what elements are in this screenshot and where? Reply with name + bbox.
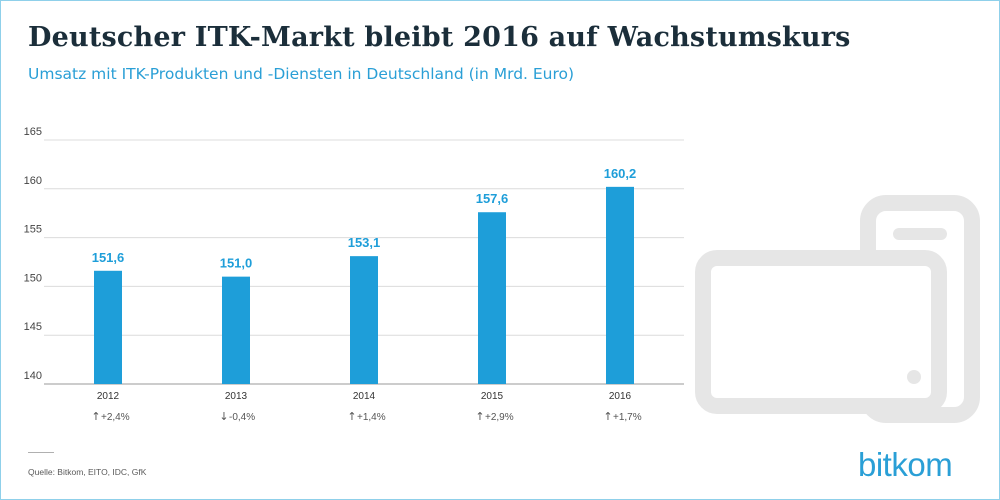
y-tick-label: 140 (24, 370, 42, 382)
growth-label: +1,4% (357, 412, 386, 423)
y-tick-label: 150 (24, 272, 42, 284)
growth-label: -0,4% (229, 412, 255, 423)
bar-value-label: 160,2 (604, 166, 637, 181)
bar-2015 (478, 212, 506, 384)
device-illustration-icon (695, 195, 980, 423)
growth-label: +1,7% (613, 412, 642, 423)
phone-speaker-icon (893, 228, 947, 240)
source-divider (28, 452, 54, 453)
arrow-up-icon: ↑ (91, 410, 100, 423)
y-tick-label: 160 (24, 175, 42, 187)
x-tick-label: 2013 (225, 391, 248, 402)
arrow-down-icon: ↓ (219, 410, 228, 423)
bar-value-label: 151,6 (92, 250, 125, 265)
x-tick-label: 2012 (97, 391, 120, 402)
bar-value-label: 153,1 (348, 235, 381, 250)
growth-label: +2,9% (485, 412, 514, 423)
x-tick-label: 2014 (353, 391, 376, 402)
bar-2013 (222, 276, 250, 384)
bar-2014 (350, 256, 378, 384)
y-tick-label: 155 (24, 224, 42, 236)
tablet-home-button-icon (907, 370, 921, 384)
y-tick-label: 165 (24, 126, 42, 138)
chart-subtitle: Umsatz mit ITK-Produkten und -Diensten i… (28, 65, 575, 83)
y-tick-label: 145 (24, 321, 42, 333)
bar-2016 (606, 186, 634, 384)
growth-label: +2,4% (101, 412, 130, 423)
bar-value-label: 151,0 (220, 256, 253, 271)
y-grid: 140 145 150 155 160 165 (24, 126, 684, 385)
x-axis: 2012↑ +2,4%2013↓ -0,4%2014↑ +1,4%2015↑ +2,9%… (91, 391, 641, 423)
arrow-up-icon: ↑ (475, 410, 484, 423)
source-note: Quelle: Bitkom, EITO, IDC, GfK (28, 467, 147, 477)
x-tick-label: 2016 (609, 391, 632, 402)
arrow-up-icon: ↑ (347, 410, 356, 423)
x-tick-label: 2015 (481, 391, 504, 402)
bar-2012 (94, 270, 122, 384)
bitkom-logo: bitkom (858, 446, 953, 483)
chart-title: Deutscher ITK-Markt bleibt 2016 auf Wach… (28, 22, 851, 53)
bar-series: 151,6 151,0 153,1 157,6 160,2 (92, 166, 637, 384)
bar-value-label: 157,6 (476, 191, 509, 206)
arrow-up-icon: ↑ (603, 410, 612, 423)
tablet-outline-icon (695, 250, 947, 414)
